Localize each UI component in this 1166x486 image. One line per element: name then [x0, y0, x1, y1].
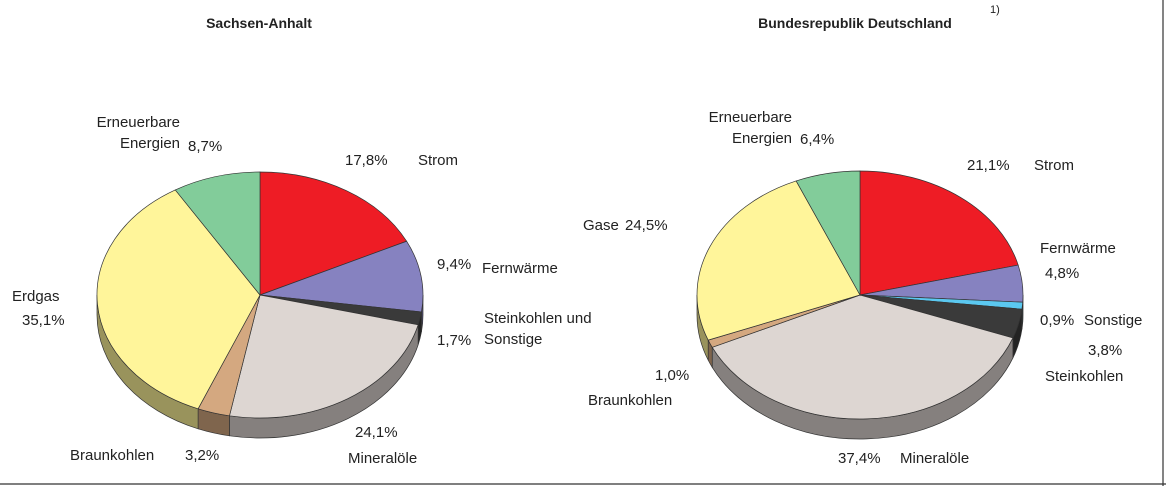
slice-name: Sonstige	[1084, 312, 1143, 329]
slice-value: 1,0%	[655, 367, 690, 384]
slice	[795, 170, 861, 297]
slice-name: Erneuerbare Energien	[708, 109, 792, 147]
slice-name: Mineralöle	[348, 450, 418, 467]
slice-name: Gase	[583, 217, 619, 234]
slice-name: Erneuerbare Energien	[96, 114, 180, 152]
slice-value: 3,2%	[185, 447, 220, 464]
slice-value: 8,7%	[188, 138, 223, 155]
slice-value: 24,5%	[625, 217, 668, 234]
slice	[174, 171, 261, 296]
slice	[711, 294, 1014, 420]
slice-name: Steinkohlen	[1045, 368, 1124, 385]
slice-name: Mineralöle	[900, 450, 970, 467]
slice-name: Strom	[418, 152, 459, 169]
slice-name: Braunkohlen	[588, 392, 673, 409]
slice-name: Erdgas	[12, 288, 60, 305]
slice	[696, 180, 861, 341]
slice-value: 17,8%	[345, 152, 388, 169]
slice-value: 24,1%	[355, 424, 398, 441]
slice-value: 0,9%	[1040, 312, 1075, 329]
slice-value: 1,7%	[437, 332, 472, 349]
slice-name: Braunkohlen	[70, 447, 155, 464]
slice-value: 6,4%	[800, 131, 835, 148]
slice-name: Fernwärme	[482, 260, 558, 277]
slice	[259, 171, 408, 296]
chart-title: Sachsen-Anhalt	[206, 15, 312, 31]
slice-value: 21,1%	[967, 157, 1010, 174]
slice	[259, 240, 424, 313]
slice	[859, 170, 1019, 296]
slice-value: 4,8%	[1045, 265, 1080, 282]
slice-name: Strom	[1034, 157, 1075, 174]
slice-value: 35,1%	[22, 312, 65, 329]
slice-name: Fernwärme	[1040, 240, 1116, 257]
slice	[229, 294, 419, 419]
slice-name: Steinkohlen und Sonstige	[484, 310, 592, 348]
title-note: 1)	[990, 4, 1000, 16]
slice-value: 37,4%	[838, 450, 881, 467]
chart-title: Bundesrepublik Deutschland	[758, 15, 952, 31]
slice-value: 9,4%	[437, 256, 472, 273]
slice-value: 3,8%	[1088, 342, 1123, 359]
